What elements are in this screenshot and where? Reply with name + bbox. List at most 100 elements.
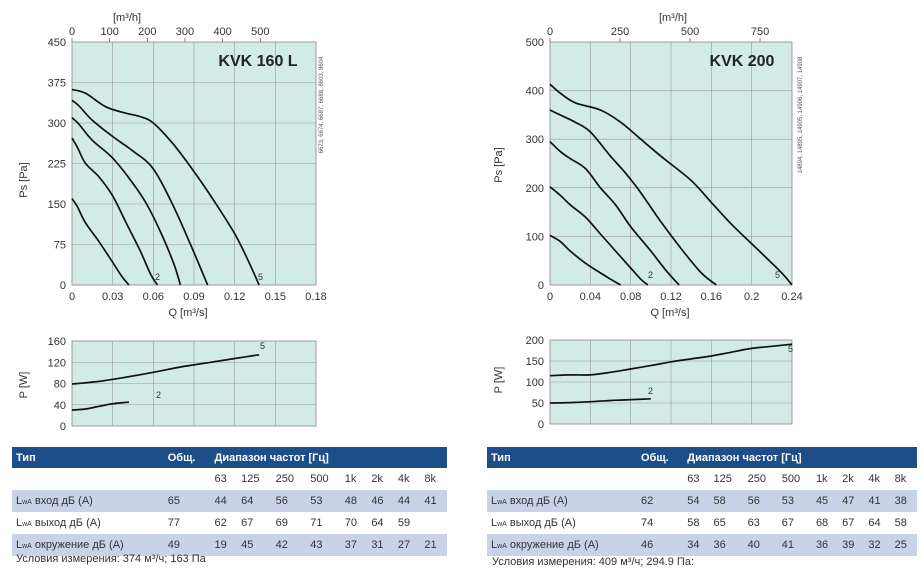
frequency-header: 63 — [214, 473, 227, 485]
band-value: 65 — [713, 517, 726, 529]
x-axis-label: Q [m³/s] — [650, 307, 689, 319]
band-value: 62 — [214, 517, 227, 529]
frequency-row: 63 125 250 500 1k 2k 4k 8k — [12, 468, 447, 490]
band-value: 64 — [371, 517, 384, 529]
curve-tag: 2 — [155, 272, 160, 282]
y-tick-label: 200 — [526, 335, 544, 347]
y-tick-label: 300 — [526, 134, 544, 146]
y-axis-label: Ps [Pa] — [18, 162, 30, 197]
series-line — [549, 186, 649, 286]
measurement-conditions-right: Условия измерения: 409 м³/ч; 294.9 Па: — [492, 556, 695, 568]
band-value: 44 — [393, 490, 421, 512]
y-tick-label: 300 — [48, 118, 66, 130]
band-value: 41 — [864, 490, 891, 512]
band-value: 56 — [271, 490, 307, 512]
top-tick-label: 500 — [681, 26, 699, 38]
y-tick-label: 120 — [48, 357, 66, 369]
table-header: Тип Общ. Диапазон частот [Гц] — [487, 447, 917, 468]
power-chart-right: 0 50 100 150 200 P [W] 5 2 — [493, 335, 793, 431]
frequency-header: 8k — [894, 473, 907, 485]
series-line — [71, 353, 260, 385]
table-row: LwA вход дБ (А) 65 44 64 56 53 48 46 44 41 — [12, 490, 447, 512]
model-codes-note: 14894, 14895, 14905, 14906, 14907, 14908 — [798, 56, 804, 173]
band-value: 67 — [781, 517, 795, 529]
top-tick-label: 250 — [611, 26, 629, 38]
x-tick-label: 0 — [547, 291, 553, 303]
frequency-header: 250 — [747, 473, 766, 485]
x-tick-label: 0.03 — [102, 291, 123, 303]
x-tick-label: 0.24 — [781, 291, 802, 303]
y-axis-label: Ps [Pa] — [493, 147, 505, 182]
band-value: 67 — [241, 517, 254, 529]
series-line — [549, 109, 717, 286]
table-row: LwA окружение дБ (А) 49 19 45 42 43 37 31 27 21 — [12, 534, 447, 556]
curve-tag: 5 — [788, 344, 793, 354]
blank-cell — [637, 468, 683, 490]
band-value: 46 — [367, 490, 394, 512]
total-value: 62 — [636, 490, 684, 512]
frequency-header: 1k — [344, 473, 357, 485]
blank-cell — [487, 468, 637, 490]
row-label: LwA окружение дБ (А) — [487, 534, 637, 556]
chart-title: KVK 160 L — [218, 53, 297, 70]
header-frequency-range: Диапазон частот [Гц] — [683, 447, 917, 468]
series-line — [71, 401, 129, 411]
noise-table-left: Тип Общ. Диапазон частот [Гц] 63 125 250 500 1k… — [12, 447, 447, 556]
curve-tag: 2 — [648, 386, 653, 396]
series-line — [71, 198, 130, 286]
band-value: 39 — [838, 534, 865, 556]
y-tick-label: 0 — [538, 280, 544, 292]
band-value: 41 — [777, 534, 812, 556]
x-tick-label: 0.09 — [183, 291, 204, 303]
x-tick-label: 0.04 — [580, 291, 601, 303]
band-value: 43 — [306, 534, 341, 556]
frequency-header: 125 — [241, 473, 260, 485]
y-tick-label: 200 — [526, 183, 544, 195]
y-tick-label: 225 — [48, 159, 66, 171]
curve-tag: 5 — [775, 270, 780, 280]
band-value: 47 — [838, 490, 865, 512]
band-value: 45 — [811, 490, 839, 512]
frequency-header: 500 — [781, 473, 801, 485]
table-header: Тип Общ. Диапазон частот [Гц] — [12, 447, 447, 468]
band-value: 53 — [777, 490, 812, 512]
x-tick-label: 0.18 — [305, 291, 326, 303]
y-tick-label: 40 — [54, 400, 66, 412]
band-value: 21 — [420, 534, 447, 556]
band-value: 70 — [344, 517, 358, 529]
band-value: 68 — [815, 517, 829, 529]
header-frequency-range: Диапазон частот [Гц] — [210, 447, 447, 468]
row-label: LwA выход дБ (А) — [491, 517, 576, 529]
band-value: 58 — [894, 517, 907, 529]
band-value — [420, 512, 447, 534]
y-tick-label: 100 — [526, 231, 544, 243]
series-line — [71, 116, 182, 286]
table-row: LwA выход дБ (А) 77 62 67 69 71 70 64 59 — [12, 512, 447, 534]
x-tick-label: 0.16 — [701, 291, 722, 303]
frequency-header: 250 — [275, 473, 294, 485]
band-value: 25 — [890, 534, 917, 556]
frequency-row: 63 125 250 500 1k 2k 4k 8k — [487, 468, 917, 490]
top-axis-label: [m³/h] — [113, 12, 141, 24]
frequency-header: 63 — [687, 473, 700, 485]
total-value: 46 — [636, 534, 684, 556]
x-tick-label: 0 — [69, 291, 75, 303]
frequency-header: 4k — [868, 473, 881, 485]
top-tick-label: 200 — [138, 26, 156, 38]
blank-cell — [164, 468, 211, 490]
series-line — [71, 88, 260, 286]
band-value: 36 — [811, 534, 839, 556]
y-tick-label: 160 — [48, 336, 66, 348]
y-tick-label: 150 — [48, 199, 66, 211]
y-axis-label: P [W] — [18, 372, 30, 399]
series-line — [71, 137, 159, 286]
top-tick-label: 500 — [251, 26, 269, 38]
curve-tag: 5 — [260, 341, 265, 351]
band-value: 58 — [709, 490, 744, 512]
band-value: 64 — [237, 490, 272, 512]
y-tick-label: 50 — [532, 398, 544, 410]
x-tick-label: 0.2 — [744, 291, 759, 303]
x-axis-label: Q [m³/s] — [168, 307, 207, 319]
